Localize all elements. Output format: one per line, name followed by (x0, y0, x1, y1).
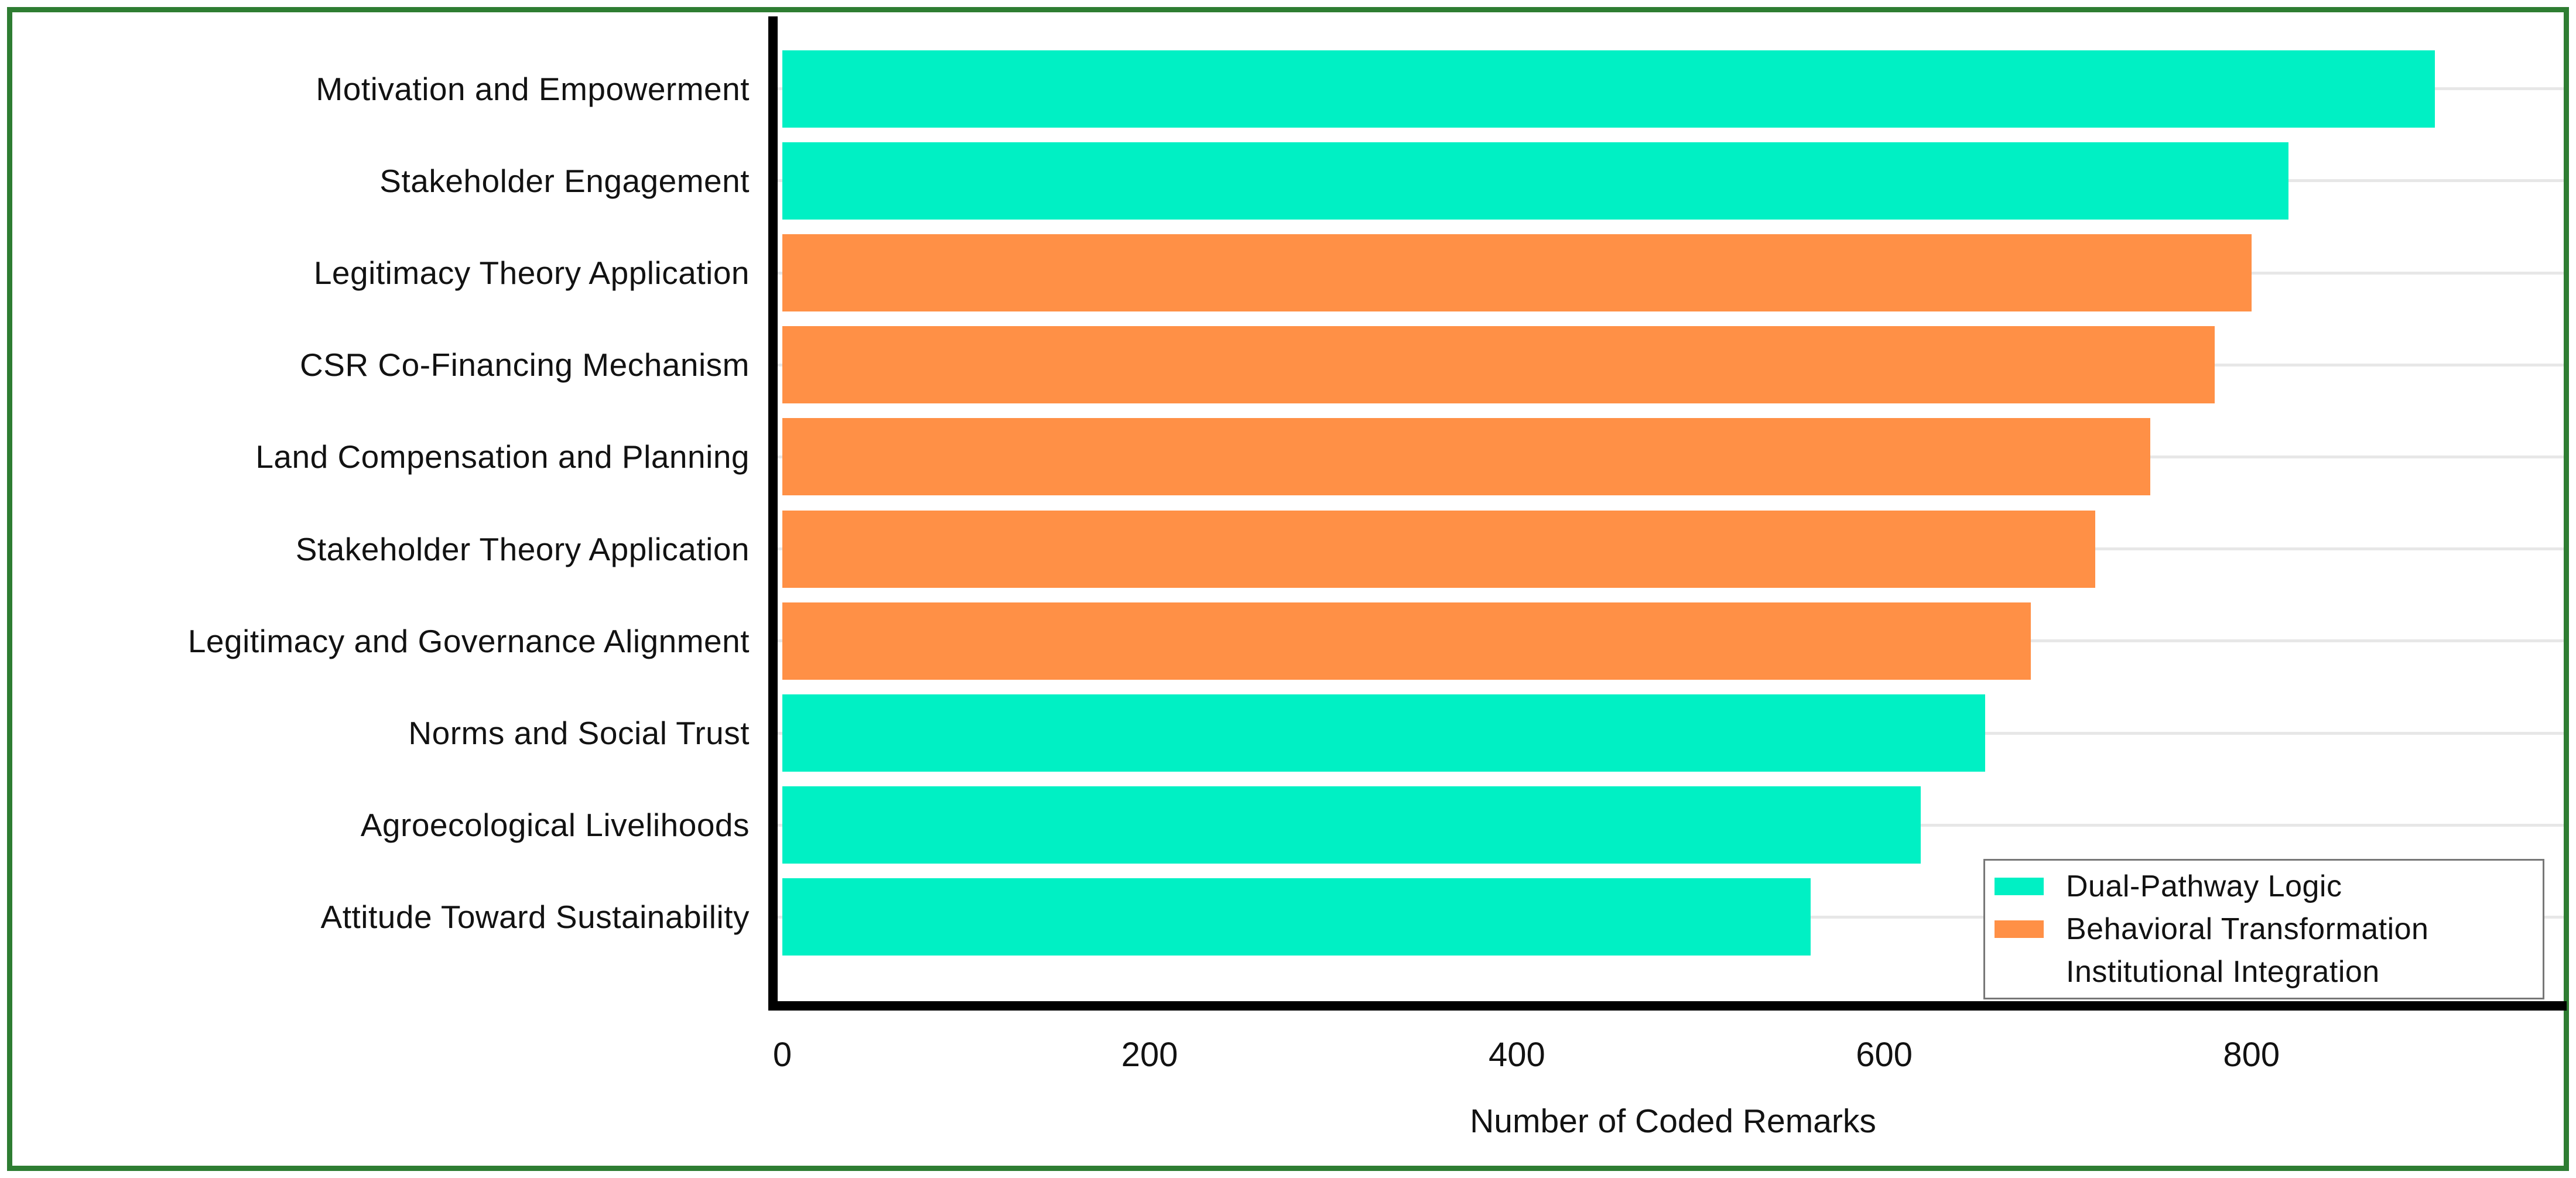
bar-behavioral-transformation (782, 510, 2096, 588)
x-tick-label: 0 (772, 1036, 792, 1074)
category-label: Legitimacy Theory Application (313, 254, 750, 291)
legend-label: Behavioral Transformation (2066, 912, 2429, 946)
x-tick-label: 400 (1489, 1036, 1545, 1074)
y-axis-spine (768, 16, 778, 1011)
category-label: Stakeholder Theory Application (295, 530, 750, 567)
x-tick-label: 800 (2223, 1036, 2280, 1074)
x-tick-label: 200 (1121, 1036, 1178, 1074)
category-label: Norms and Social Trust (408, 714, 750, 751)
category-label: Agroecological Livelihoods (360, 807, 750, 844)
legend-item: Behavioral Transformation (1995, 908, 2537, 951)
legend-item: Institutional Integration (1995, 950, 2537, 993)
bar-behavioral-transformation (782, 326, 2215, 404)
category-label: Attitude Toward Sustainability (320, 899, 750, 936)
legend-swatch (1995, 878, 2044, 896)
category-label: Stakeholder Engagement (379, 162, 750, 199)
x-tick-label: 600 (1856, 1036, 1913, 1074)
bar-dual-pathway-logic (782, 694, 1986, 772)
bar-dual-pathway-logic (782, 786, 1921, 864)
legend-item: Dual-Pathway Logic (1995, 865, 2537, 908)
category-label: Land Compensation and Planning (255, 439, 750, 475)
bar-behavioral-transformation (782, 602, 2031, 680)
bar-behavioral-transformation (782, 234, 2252, 311)
category-label: Motivation and Empowerment (316, 70, 750, 107)
legend-swatch-empty (1995, 963, 2044, 981)
x-axis-spine (768, 1001, 2567, 1011)
bar-dual-pathway-logic (782, 878, 1811, 956)
bar-behavioral-transformation (782, 418, 2151, 496)
legend: Dual-Pathway Logic Behavioral Transformat… (1983, 859, 2544, 999)
x-axis-title: Number of Coded Remarks (1470, 1102, 1876, 1140)
legend-label: Dual-Pathway Logic (2066, 869, 2342, 904)
legend-label: Institutional Integration (2066, 954, 2380, 989)
legend-swatch (1995, 920, 2044, 938)
category-label: Legitimacy and Governance Alignment (187, 622, 750, 659)
category-label: CSR Co-Financing Mechanism (300, 347, 750, 383)
bar-dual-pathway-logic (782, 142, 2288, 220)
bar-dual-pathway-logic (782, 50, 2435, 128)
